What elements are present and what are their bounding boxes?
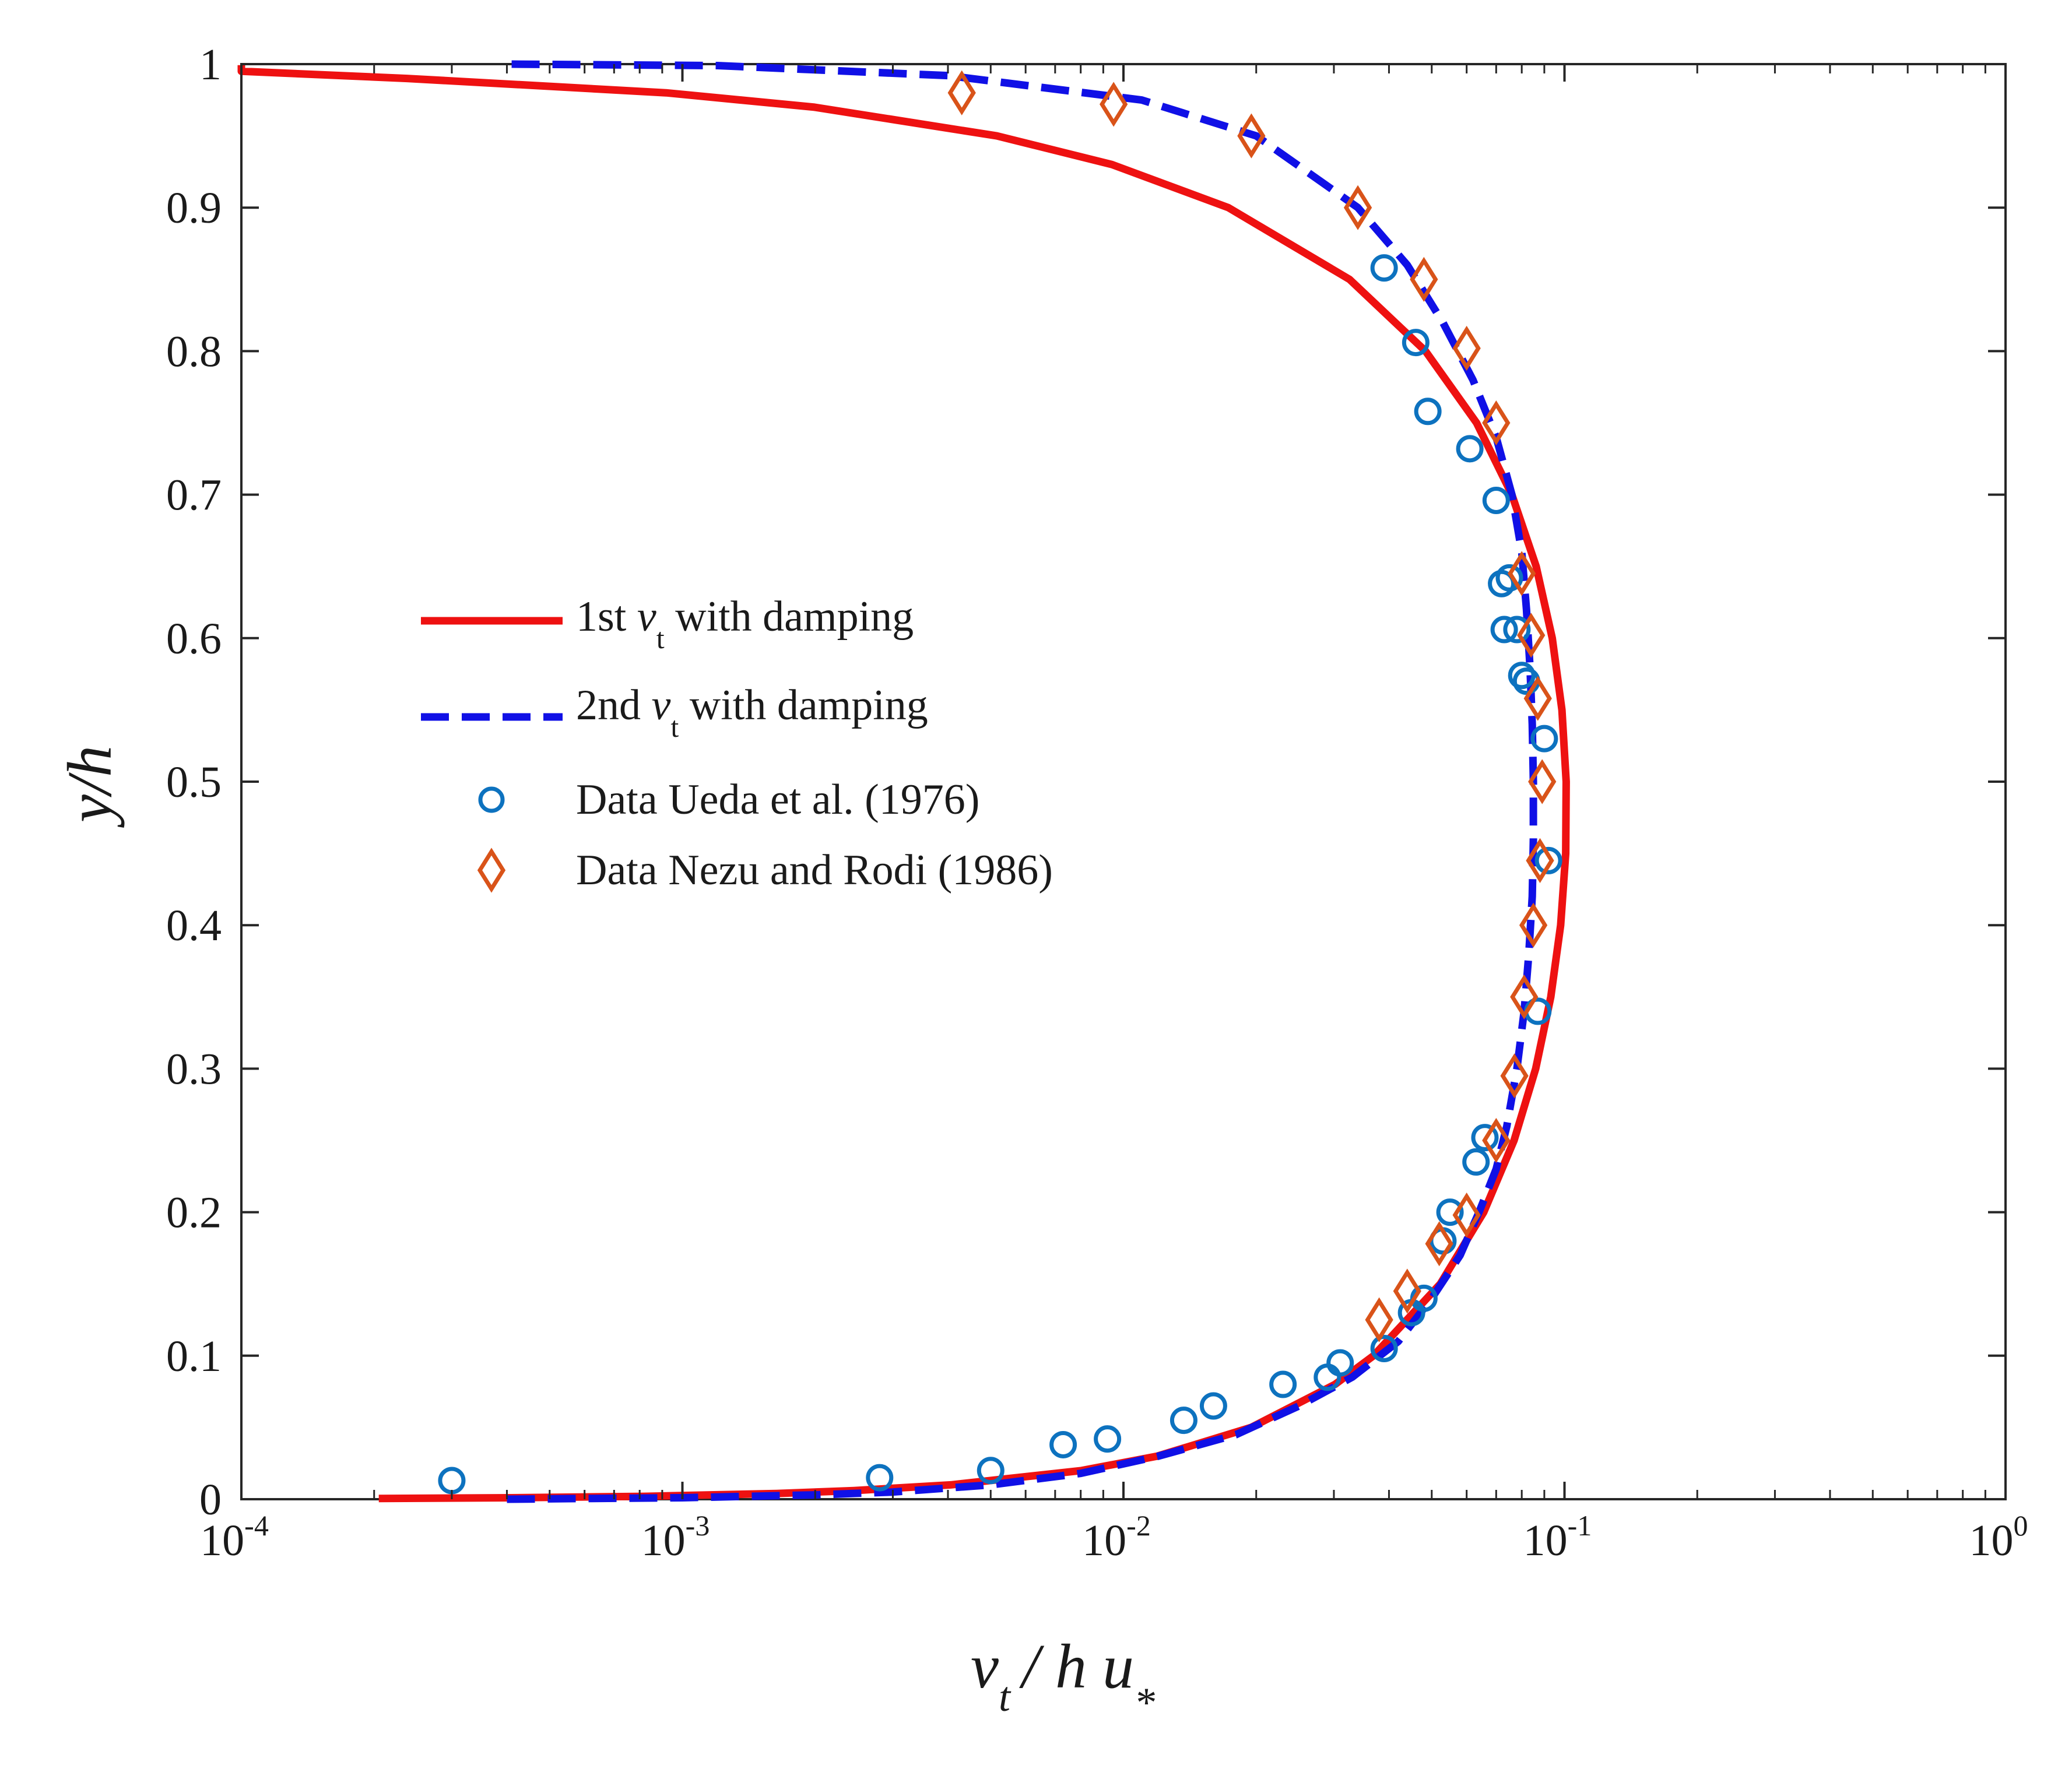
- ueda-data-point: [1456, 435, 1484, 463]
- y-tick-label: 0: [199, 1475, 222, 1524]
- ueda-data-point: [1471, 1124, 1499, 1152]
- y-tick-label: 0.8: [166, 327, 222, 376]
- legend-2-nu: ν: [652, 681, 671, 729]
- y-axis-label: y/h: [55, 746, 125, 828]
- x-label-sub-t: t: [999, 1673, 1012, 1720]
- ueda-data-point: [1326, 1349, 1354, 1377]
- legend-swatch-circle: [478, 786, 505, 813]
- legend-label-3: Data Ueda et al. (1976): [576, 776, 979, 824]
- axes-box: [240, 63, 2007, 1500]
- nezu-rodi-data-point: [1237, 113, 1266, 159]
- y-tick-label: 0.9: [166, 184, 222, 233]
- nezu-rodi-data-point: [1510, 974, 1539, 1019]
- nezu-rodi-data-point: [1452, 1192, 1481, 1238]
- ueda-data-point: [1482, 486, 1510, 514]
- x-tick-label: 10-4: [200, 1509, 269, 1565]
- y-tick-label: 0.3: [166, 1045, 222, 1094]
- legend-label-1: 1st νt with damping: [576, 593, 914, 655]
- x-label-rest: / h u: [1019, 1632, 1134, 1701]
- ueda-data-point: [1534, 846, 1562, 874]
- y-tick-label: 0.7: [166, 471, 222, 520]
- legend-label-2: 2nd νt with damping: [576, 681, 928, 743]
- ueda-data-point: [1495, 564, 1523, 592]
- legend-1-suffix: with damping: [665, 593, 914, 641]
- y-tick-label: 0.2: [166, 1189, 222, 1237]
- legend-1-nu: ν: [637, 593, 656, 641]
- nezu-rodi-data-point: [1393, 1268, 1421, 1314]
- x-tick-label: 10-2: [1082, 1509, 1151, 1565]
- nezu-rodi-data-point: [1452, 325, 1481, 371]
- ueda-data-point: [1462, 1148, 1490, 1176]
- ueda-data-point: [1170, 1407, 1197, 1435]
- ueda-data-point: [1508, 662, 1536, 690]
- ueda-data-point: [1049, 1430, 1077, 1458]
- legend-1-prefix: 1st: [576, 593, 637, 641]
- ueda-data-point: [1269, 1370, 1297, 1398]
- ueda-data-point: [1490, 616, 1518, 644]
- legend: 1st νt with damping 2nd νt with damping …: [421, 593, 1053, 894]
- nezu-rodi-data-point: [1508, 551, 1536, 596]
- nezu-rodi-data-point: [1519, 902, 1548, 948]
- nezu-rodi-data-point: [1500, 1053, 1529, 1099]
- ueda-data-point: [1199, 1392, 1227, 1420]
- nezu-rodi-data-point: [947, 70, 976, 115]
- ueda-data-point: [1503, 616, 1531, 644]
- ueda-data-point: [1436, 1198, 1464, 1226]
- x-tick-label: 10-3: [641, 1509, 710, 1565]
- nezu-rodi-data-point: [1425, 1221, 1453, 1267]
- ueda-data-point: [1530, 725, 1558, 753]
- legend-2-suffix: with damping: [679, 681, 928, 729]
- x-tick-label: 10-1: [1523, 1509, 1592, 1565]
- legend-2-sub: t: [670, 711, 679, 743]
- x-label-sub-star: *: [1134, 1679, 1155, 1726]
- svg-text:νt/ h u*: νt / h u*: [971, 1632, 1155, 1726]
- ueda-data-point: [977, 1457, 1005, 1485]
- ueda-data-point: [1370, 1334, 1398, 1362]
- ueda-data-point: [1094, 1425, 1122, 1453]
- ueda-data-point: [1414, 398, 1442, 426]
- y-tick-label: 1: [199, 40, 222, 89]
- series-layer: [237, 60, 1570, 1503]
- plot-area: [237, 60, 2007, 1503]
- y-tick-label: 0.6: [166, 614, 222, 663]
- nezu-rodi-data-point: [1343, 185, 1372, 230]
- y-tick-label: 0.1: [166, 1332, 222, 1381]
- nezu-rodi-data-point: [1482, 1117, 1511, 1163]
- nezu-rodi-data-point: [1365, 1297, 1393, 1342]
- y-tick-label: 0.4: [166, 901, 222, 950]
- nezu-rodi-data-point: [1523, 676, 1552, 721]
- legend-2-prefix: 2nd: [576, 681, 652, 729]
- legend-label-4: Data Nezu and Rodi (1986): [576, 846, 1053, 894]
- x-label-nu: ν: [971, 1632, 999, 1701]
- nezu-rodi-data-point: [1100, 82, 1128, 127]
- nezu-rodi-data-point: [1528, 759, 1557, 804]
- legend-swatch-diamond: [477, 848, 506, 893]
- y-tick-label: 0.5: [166, 758, 222, 807]
- x-tick-label: 100: [1969, 1509, 2028, 1565]
- ueda-data-point: [1370, 254, 1398, 282]
- nezu-rodi-data-point: [1517, 613, 1546, 658]
- legend-1-sub: t: [656, 622, 665, 655]
- ueda-data-point: [866, 1464, 894, 1492]
- nezu-rodi-data-point: [1526, 838, 1554, 884]
- axis-ticks: 10-4 10-3 10-2 10-1 100 0 0.1 0.2 0.3 0.4 0.5 0.6 0.…: [166, 40, 2028, 1565]
- ueda-data-point: [1402, 329, 1430, 357]
- nezu-rodi-data-point: [1410, 256, 1438, 302]
- x-axis-label: νt / h u*: [971, 1632, 1155, 1726]
- nezu-rodi-data-point: [1482, 400, 1511, 446]
